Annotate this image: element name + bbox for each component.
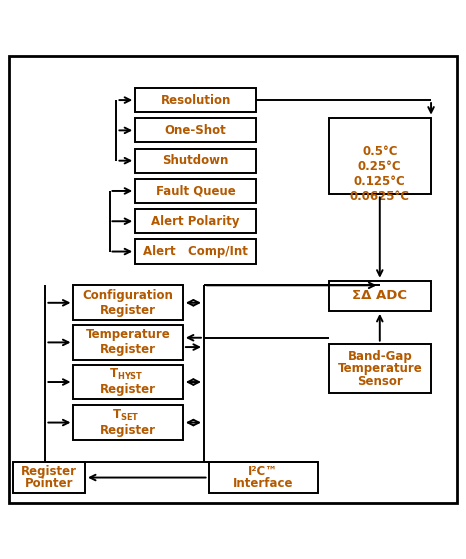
Bar (135, 149, 256, 173)
Text: Pointer: Pointer (25, 477, 73, 490)
Text: Band-Gap: Band-Gap (348, 350, 412, 363)
Text: Register: Register (100, 343, 156, 357)
Text: One-Shot: One-Shot (165, 124, 226, 137)
Bar (74, 364, 183, 400)
Bar (13, 462, 85, 492)
Text: 0.0625°C: 0.0625°C (350, 190, 410, 202)
Text: ΣΔ ADC: ΣΔ ADC (352, 290, 407, 302)
Text: Alert   Comp/Int: Alert Comp/Int (143, 245, 248, 258)
Bar (329, 281, 431, 311)
Bar (208, 462, 318, 492)
Text: Fault Queue: Fault Queue (156, 184, 236, 197)
Text: 0.5°C: 0.5°C (362, 145, 397, 158)
Text: Temperature: Temperature (86, 329, 171, 342)
Text: Shutdown: Shutdown (163, 154, 229, 167)
Bar (74, 405, 183, 440)
Text: Register: Register (100, 383, 156, 396)
Bar (329, 344, 431, 392)
Bar (135, 209, 256, 233)
Bar (135, 119, 256, 143)
Bar (135, 88, 256, 112)
Text: Resolution: Resolution (160, 93, 231, 107)
Text: Register: Register (21, 466, 77, 479)
Text: Configuration: Configuration (82, 289, 174, 302)
Bar (74, 325, 183, 360)
Text: $\mathregular{T_{SET}}$: $\mathregular{T_{SET}}$ (112, 408, 139, 423)
Bar (329, 117, 431, 195)
Text: Temperature: Temperature (337, 362, 422, 376)
Bar (135, 239, 256, 264)
Text: Register: Register (100, 424, 156, 437)
Text: 0.125°C: 0.125°C (354, 174, 406, 188)
Text: Interface: Interface (233, 477, 294, 490)
Text: $\mathregular{T_{HYST}}$: $\mathregular{T_{HYST}}$ (109, 367, 143, 382)
Text: I²C™: I²C™ (248, 466, 278, 479)
Bar (135, 179, 256, 203)
Text: 0.25°C: 0.25°C (358, 160, 402, 173)
Text: Register: Register (100, 304, 156, 317)
Bar (74, 285, 183, 320)
Text: Sensor: Sensor (357, 375, 403, 387)
Text: Alert Polarity: Alert Polarity (151, 215, 240, 228)
